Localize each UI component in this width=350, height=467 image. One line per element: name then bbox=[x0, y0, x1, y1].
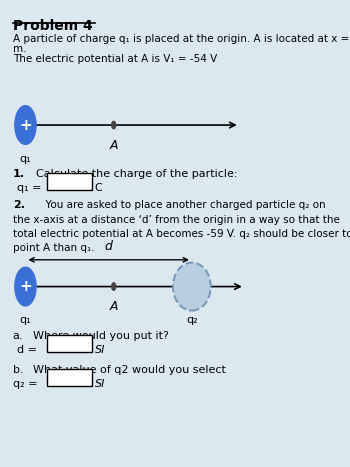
Text: q₁: q₁ bbox=[20, 315, 31, 325]
Text: SI: SI bbox=[95, 379, 105, 389]
Text: +: + bbox=[19, 118, 32, 133]
Text: d =: d = bbox=[17, 345, 37, 355]
Text: 1.: 1. bbox=[13, 169, 25, 179]
Text: A: A bbox=[110, 300, 118, 313]
Text: SI: SI bbox=[95, 345, 105, 355]
Circle shape bbox=[112, 121, 116, 129]
Text: Problem 4: Problem 4 bbox=[13, 19, 93, 33]
Text: b.: b. bbox=[13, 365, 23, 375]
Text: +: + bbox=[19, 279, 32, 294]
Circle shape bbox=[112, 283, 116, 290]
Text: q₂: q₂ bbox=[186, 315, 198, 325]
Text: q₂ =: q₂ = bbox=[13, 379, 37, 389]
Text: m.: m. bbox=[13, 44, 26, 54]
Text: 2.: 2. bbox=[13, 200, 25, 210]
Text: A particle of charge q₁ is placed at the origin. A is located at x = 20: A particle of charge q₁ is placed at the… bbox=[13, 34, 350, 44]
Text: q₁ =: q₁ = bbox=[17, 183, 41, 193]
Text: A: A bbox=[110, 139, 118, 152]
Circle shape bbox=[15, 106, 36, 144]
FancyBboxPatch shape bbox=[47, 369, 92, 386]
FancyBboxPatch shape bbox=[47, 173, 92, 190]
Circle shape bbox=[15, 267, 36, 306]
Text: You are asked to place another charged particle q₂ on: You are asked to place another charged p… bbox=[13, 200, 326, 210]
Text: q₁: q₁ bbox=[20, 154, 31, 163]
Text: The electric potential at A is V₁ = -54 V: The electric potential at A is V₁ = -54 … bbox=[13, 54, 217, 64]
Text: a.: a. bbox=[13, 331, 23, 341]
Text: the x-axis at a distance ‘d’ from the origin in a way so that the: the x-axis at a distance ‘d’ from the or… bbox=[13, 214, 340, 225]
Ellipse shape bbox=[173, 262, 211, 311]
Text: d: d bbox=[105, 241, 113, 253]
Text: C: C bbox=[95, 183, 103, 193]
Text: Where would you put it?: Where would you put it? bbox=[33, 331, 169, 341]
Text: Calculate the charge of the particle:: Calculate the charge of the particle: bbox=[36, 169, 237, 179]
Text: What value of q2 would you select: What value of q2 would you select bbox=[33, 365, 226, 375]
Text: total electric potential at A becomes -59 V. q₂ should be closer to: total electric potential at A becomes -5… bbox=[13, 229, 350, 239]
FancyBboxPatch shape bbox=[47, 335, 92, 352]
Text: point A than q₁.: point A than q₁. bbox=[13, 243, 95, 253]
